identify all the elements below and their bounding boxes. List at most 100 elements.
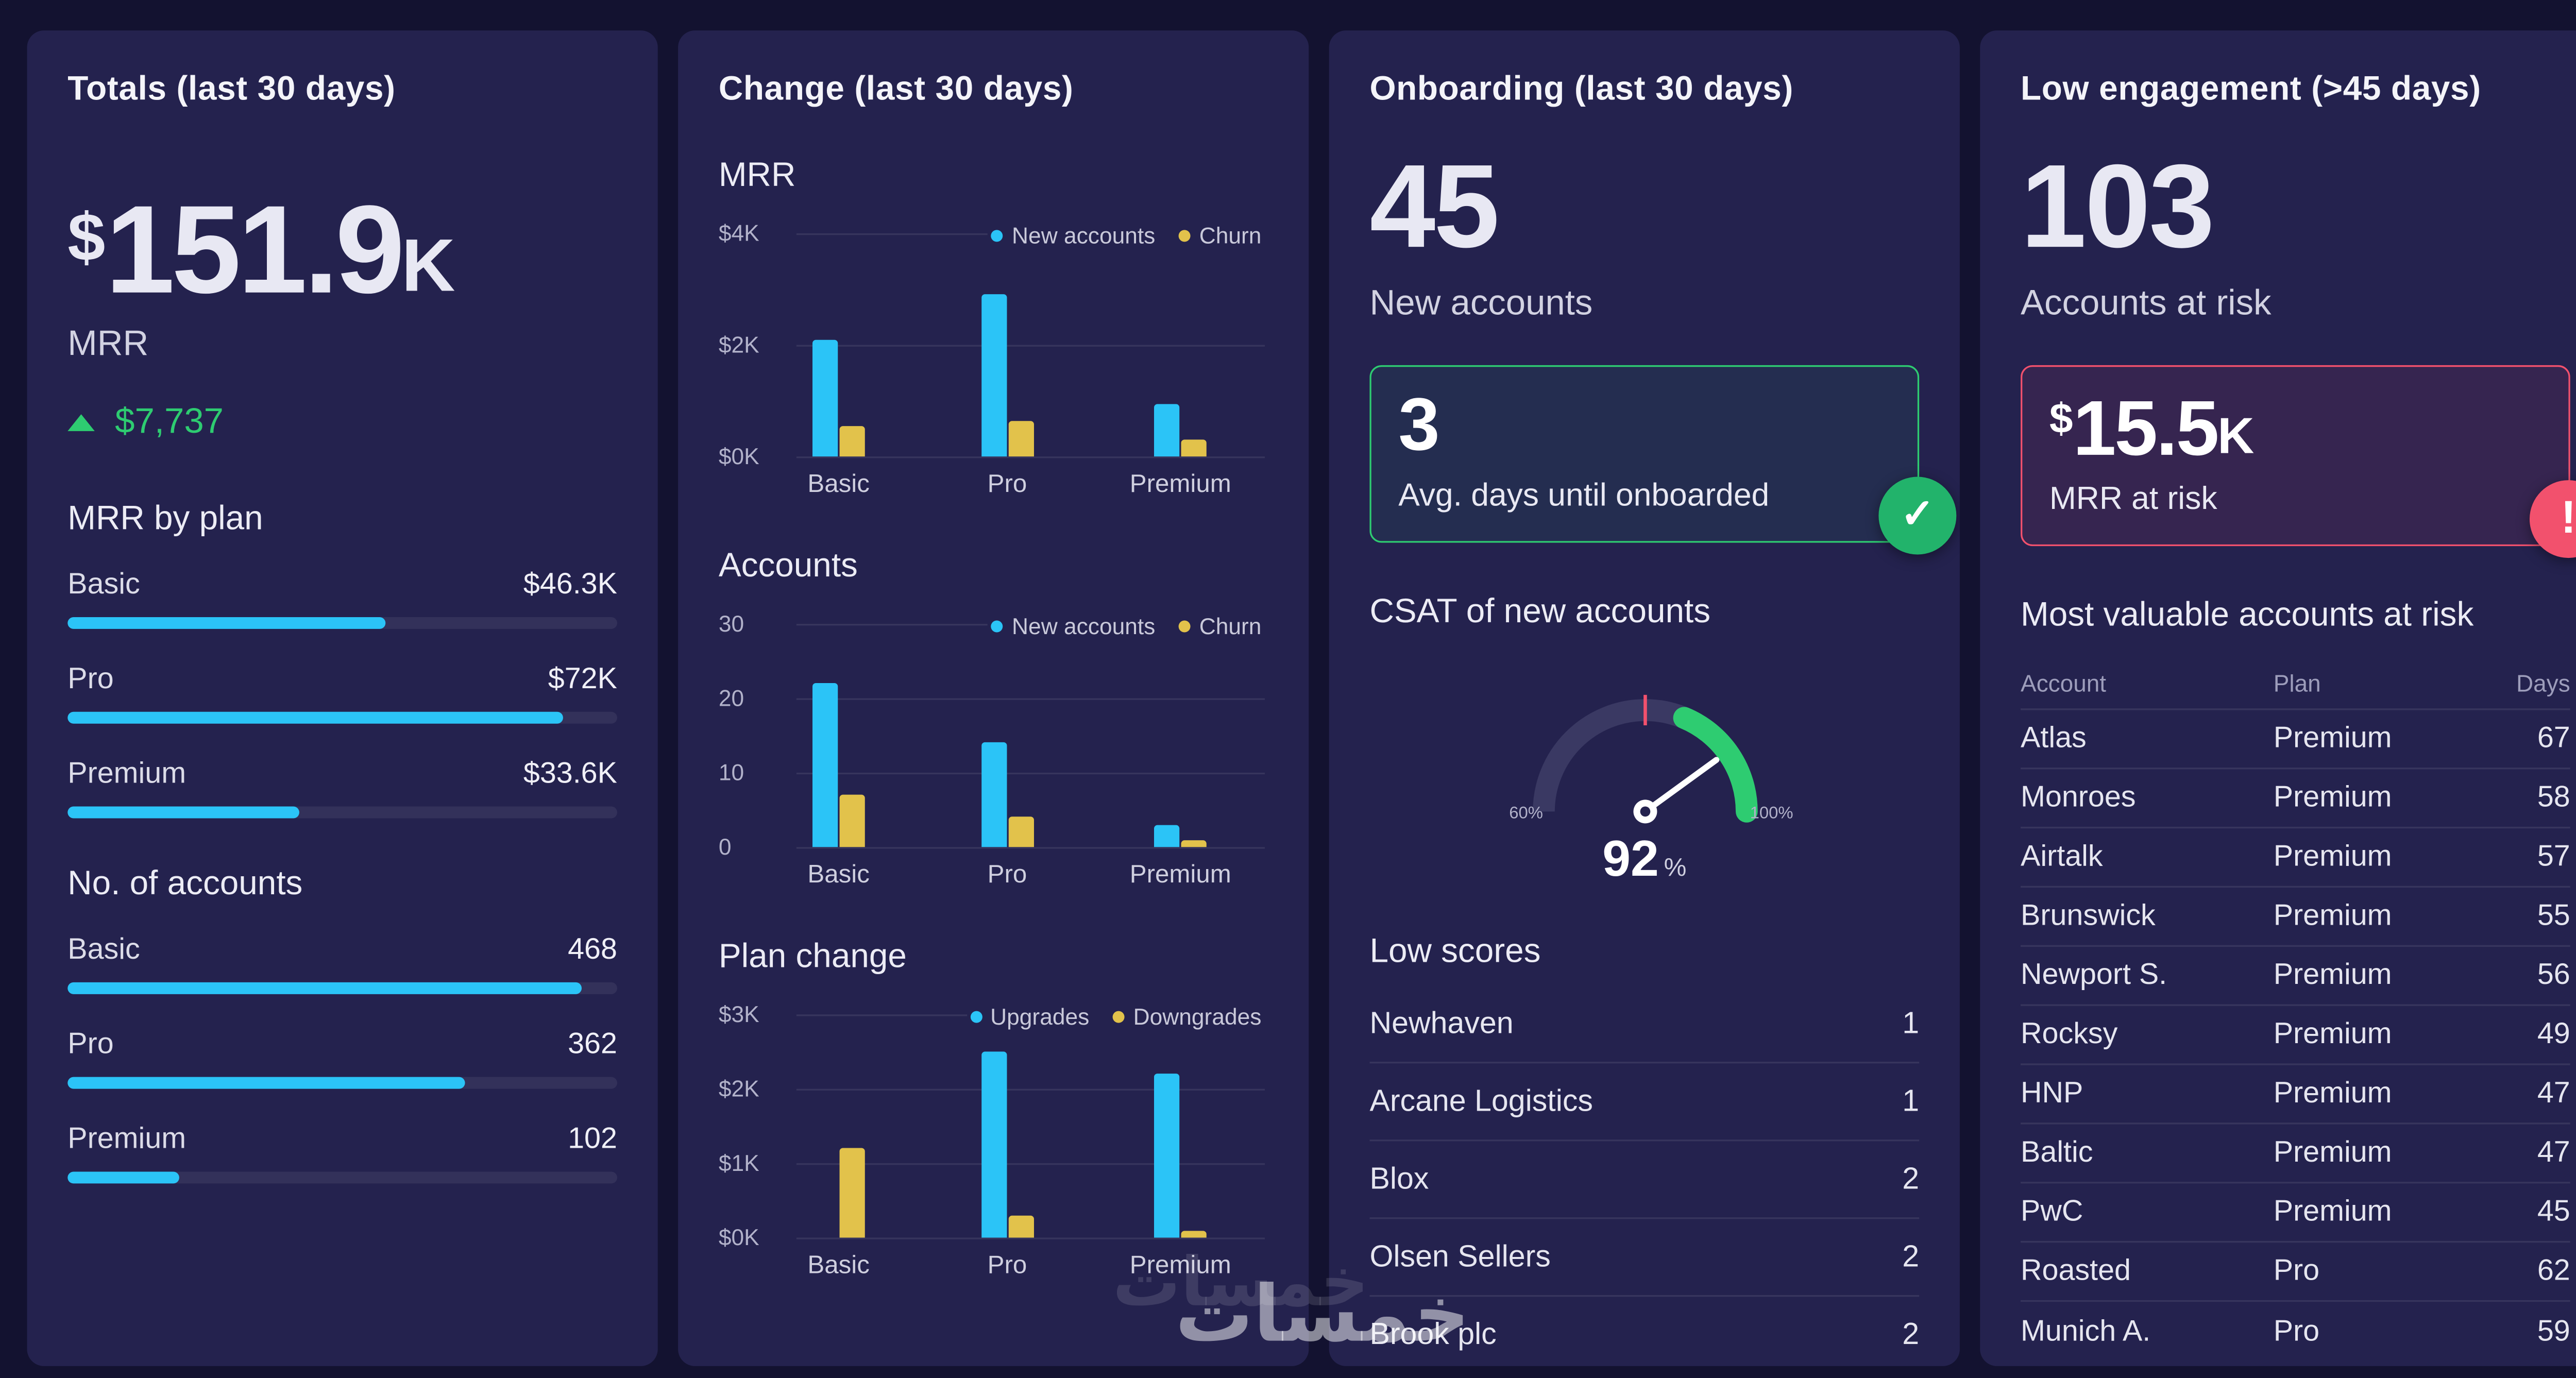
stat-row: Basic 468 xyxy=(67,931,617,994)
kpi-suffix: K xyxy=(401,225,455,308)
csat-title: CSAT of new accounts xyxy=(1369,592,1711,630)
panel-onboarding: Onboarding (last 30 days) 45 New account… xyxy=(1329,30,1960,1366)
gauge-max-label: 100% xyxy=(1750,804,1793,823)
legend-item: New accounts xyxy=(991,223,1156,249)
gridline xyxy=(796,456,1265,458)
progress-track xyxy=(67,617,617,629)
account-cell: Baltic xyxy=(2021,1134,2093,1168)
mrr-at-risk-kpi: $ 15.5 K xyxy=(2049,388,2541,466)
bar-downgrades xyxy=(1008,1215,1033,1238)
account-cell: PwC xyxy=(2021,1194,2083,1228)
stat-value: $72K xyxy=(548,660,617,695)
plan-cell: Pro xyxy=(2273,1313,2320,1347)
plan-cell: Premium xyxy=(2273,720,2392,754)
bar-new-accounts xyxy=(1154,825,1180,847)
legend-dot xyxy=(1113,1011,1125,1023)
mrr-by-plan-title: MRR by plan xyxy=(67,500,263,538)
score-value: 2 xyxy=(1902,1238,1920,1272)
bar-new-accounts xyxy=(812,683,838,847)
account-name: Brook plc xyxy=(1369,1317,1497,1351)
legend-dot xyxy=(991,620,1004,633)
new-accounts-kpi: 45 xyxy=(1369,147,1919,266)
table-row: Baltic Premium 47 xyxy=(2021,1124,2570,1183)
plan-label: Pro xyxy=(67,660,114,695)
stat-row: Pro 362 xyxy=(67,1026,617,1089)
x-axis-label: Pro xyxy=(987,1251,1027,1280)
stat-value: 102 xyxy=(568,1120,617,1155)
x-axis-label: Basic xyxy=(807,1251,870,1280)
currency-prefix: $ xyxy=(2049,395,2073,443)
chart-plot: $0K $2K $4K New accounts Churn xyxy=(719,220,1265,469)
legend-item: Downgrades xyxy=(1113,1005,1261,1030)
legend-label: New accounts xyxy=(1012,223,1156,249)
accounts-at-risk-kpi: 103 xyxy=(2021,147,2570,266)
accounts-change-title: Accounts xyxy=(718,548,858,585)
list-item: Olsen Sellers 2 xyxy=(1369,1218,1920,1296)
plan-label: Premium xyxy=(67,1120,187,1155)
x-axis-label: Pro xyxy=(987,860,1027,890)
plan-cell: Premium xyxy=(2273,957,2392,991)
accounts-change-chart: 0 10 20 30 New accounts Churn Basic Pro Premium xyxy=(719,611,1265,891)
plan-cell: Premium xyxy=(2273,1134,2392,1168)
stat-line: Premium $33.6K xyxy=(67,756,617,791)
days-cell: 58 xyxy=(2537,779,2570,813)
chart-legend: New accounts Churn xyxy=(988,221,1265,250)
mrr-delta-value: $7,737 xyxy=(115,402,224,441)
y-axis-label: 30 xyxy=(718,611,744,637)
column-header: Days xyxy=(2516,669,2570,697)
chart-legend: Upgrades Downgrades xyxy=(967,1002,1265,1032)
stat-line: Premium 102 xyxy=(67,1121,617,1156)
y-axis-label: $3K xyxy=(718,1001,759,1027)
panel-change: Change (last 30 days) MRR $0K $2K $4K New a… xyxy=(678,30,1309,1366)
mrr-change-chart: $0K $2K $4K New accounts Churn Basic Pro Premiu… xyxy=(719,220,1265,501)
chart-plot: 0 10 20 30 New accounts Churn xyxy=(719,611,1265,860)
y-axis-label: 0 xyxy=(718,834,732,860)
mrr-total-label: MRR xyxy=(67,324,149,364)
progress-track xyxy=(67,711,617,724)
plan-change-chart: $0K $1K $2K $3K Upgrades Downgrades Basic Pro Pr… xyxy=(719,1002,1265,1282)
account-name: Arcane Logistics xyxy=(1369,1083,1593,1117)
account-name: Olsen Sellers xyxy=(1369,1238,1551,1272)
legend-dot xyxy=(991,230,1004,242)
bar-new-accounts xyxy=(981,294,1007,457)
plan-label: Basic xyxy=(67,931,140,965)
panel-totals-title: Totals (last 30 days) xyxy=(67,71,396,109)
x-axis-label: Pro xyxy=(987,470,1027,499)
gauge-min-label: 60% xyxy=(1509,804,1543,823)
stat-value: 468 xyxy=(568,931,617,965)
score-value: 1 xyxy=(1902,1005,1920,1039)
onboarding-highlight-box: 3 Avg. days until onboarded ✓ xyxy=(1369,364,1957,554)
legend-label: Churn xyxy=(1199,223,1262,249)
stat-value: $46.3K xyxy=(523,566,617,600)
kpi-suffix: K xyxy=(2217,408,2255,464)
mrr-by-plan-list: Basic $46.3K Pro $72K Premium $33.6K xyxy=(67,566,617,819)
stat-row: Pro $72K xyxy=(67,660,617,724)
progress-track xyxy=(67,806,617,819)
progress-bar-fill xyxy=(67,982,582,994)
gridline xyxy=(796,772,1265,775)
legend-item: Churn xyxy=(1179,614,1261,639)
progress-bar-fill xyxy=(67,1077,466,1089)
mrr-at-risk-value: 15.5 xyxy=(2073,383,2219,471)
bar-group xyxy=(981,1051,1033,1238)
legend-label: Downgrades xyxy=(1133,1004,1262,1030)
csat-value: 92 % xyxy=(1369,831,1919,889)
days-cell: 56 xyxy=(2537,957,2570,991)
bar-group xyxy=(1154,825,1207,847)
y-axis-label: $0K xyxy=(718,444,759,469)
avg-days-value: 3 xyxy=(1398,383,1440,466)
column-header: Account xyxy=(2021,669,2107,697)
gridline xyxy=(796,345,1265,347)
bar-downgrades xyxy=(839,1148,865,1238)
plan-change-title: Plan change xyxy=(718,938,907,976)
legend-item: Churn xyxy=(1179,223,1261,248)
stat-row: Premium 102 xyxy=(67,1121,617,1184)
bar-new-accounts xyxy=(1154,404,1180,457)
score-value: 2 xyxy=(1902,1161,1920,1195)
score-value: 1 xyxy=(1902,1083,1920,1117)
success-check-icon: ✓ xyxy=(1878,475,1957,554)
plan-cell: Premium xyxy=(2273,1194,2392,1228)
x-axis-label: Basic xyxy=(807,470,870,499)
bar-group xyxy=(981,742,1033,847)
account-cell: Atlas xyxy=(2021,720,2087,754)
